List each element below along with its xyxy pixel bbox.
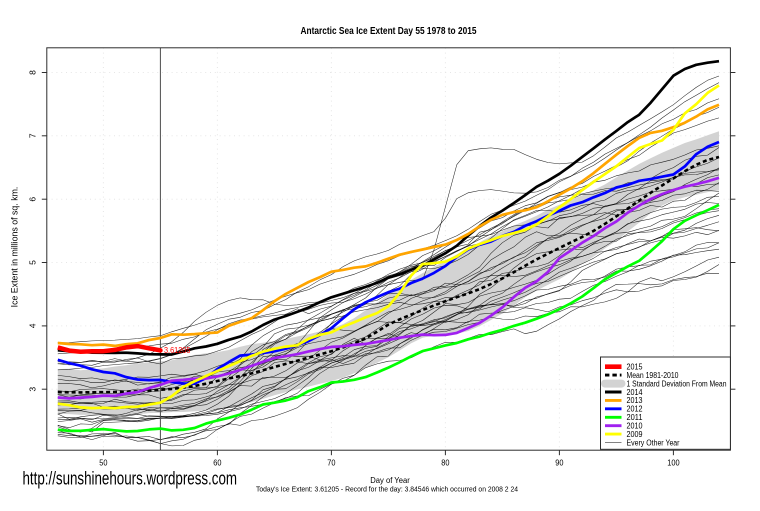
svg-text:2011: 2011	[627, 413, 643, 422]
svg-text:4: 4	[28, 323, 38, 328]
svg-text:60: 60	[213, 459, 222, 468]
svg-text:1 Standard Deviation From Mean: 1 Standard Deviation From Mean	[627, 379, 727, 388]
svg-text:Day of Year: Day of Year	[370, 476, 410, 485]
svg-text:2014: 2014	[627, 388, 644, 397]
svg-text:2010: 2010	[627, 422, 644, 431]
svg-text:3: 3	[28, 387, 38, 392]
svg-text:7: 7	[28, 133, 38, 138]
svg-text:8: 8	[28, 70, 38, 75]
svg-text:Ice Extent in millions of sq.: Ice Extent in millions of sq. km.	[10, 187, 20, 308]
svg-text:2013: 2013	[627, 396, 643, 405]
svg-text:http://sunshinehours.wordpress: http://sunshinehours.wordpress.com	[23, 467, 238, 488]
svg-text:70: 70	[327, 459, 336, 468]
svg-text:50: 50	[99, 459, 108, 468]
svg-text:3.61205: 3.61205	[164, 346, 191, 355]
svg-text:5: 5	[28, 260, 38, 265]
svg-text:100: 100	[667, 459, 680, 468]
svg-text:Antarctic Sea Ice Extent Day 5: Antarctic Sea Ice Extent Day 55 1978 to …	[301, 26, 477, 37]
svg-text:6: 6	[28, 197, 38, 202]
svg-text:2015: 2015	[627, 363, 644, 372]
svg-text:Every Other Year: Every Other Year	[627, 438, 680, 447]
svg-text:90: 90	[555, 459, 564, 468]
svg-text:Mean 1981-2010: Mean 1981-2010	[627, 371, 680, 380]
svg-text:Today's Ice Extent: 3.61205 -: Today's Ice Extent: 3.61205 - Record for…	[256, 485, 518, 494]
svg-text:2012: 2012	[627, 405, 643, 414]
svg-text:2009: 2009	[627, 430, 643, 439]
svg-text:80: 80	[441, 459, 450, 468]
